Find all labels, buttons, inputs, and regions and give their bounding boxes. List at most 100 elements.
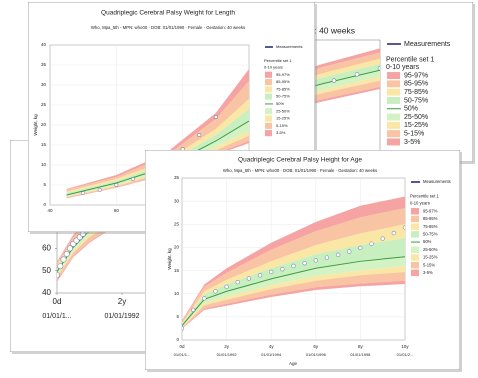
legend-label: 25-50% [423, 247, 438, 252]
x-tick-date: 01/01/1... [42, 313, 71, 320]
measurement-point [331, 78, 337, 83]
percentile-band [182, 196, 405, 322]
legend-subtitle: 0-10 years [410, 201, 430, 206]
legend-label: 95-97% [423, 208, 438, 213]
legend-swatch [411, 231, 419, 238]
legend-swatch [411, 223, 419, 230]
legend-title: Percentile set 1 [386, 57, 434, 64]
measurement-point [269, 269, 274, 275]
measurement-point [213, 115, 218, 119]
legend-swatch [411, 246, 419, 253]
y-tick-label: 50 [42, 266, 51, 275]
legend-label: 85-95% [276, 79, 290, 84]
measurement-point [280, 267, 285, 272]
legend-label: 25-50% [276, 108, 290, 113]
y-tick-label: 5 [43, 182, 46, 187]
percentile-band [150, 80, 380, 161]
y-tick-label: 25 [41, 102, 47, 107]
legend-swatch [265, 86, 272, 93]
legend-label: 75-85% [404, 89, 428, 96]
legend-swatch [265, 115, 272, 122]
percentile-band [150, 70, 380, 158]
x-tick-label: 6y [313, 344, 319, 349]
legend-label: Measurements [404, 41, 451, 48]
measurement-point [202, 296, 207, 301]
measurement-point [224, 284, 229, 289]
measurement-point [358, 245, 363, 251]
y-tick-label: 10 [41, 162, 47, 167]
percentile-band [182, 265, 405, 328]
legend-title: Percentile set 1 [264, 58, 292, 63]
legend-label: 75-85% [423, 224, 438, 229]
measurement-point [97, 187, 102, 192]
legend-label: 5-15% [276, 123, 288, 128]
legend-label: 85-95% [404, 81, 428, 88]
x-tick-date: 01/01/1996 [306, 352, 327, 357]
legend-label: 50% [423, 239, 432, 244]
x-tick-label: 0d [53, 297, 62, 306]
chart-subtitle: Who, Mpa_5th - MPN: who00 · DOB: 01/01/1… [91, 25, 245, 30]
measurement-point [391, 230, 397, 236]
y-tick-label: 35 [41, 62, 47, 67]
y-tick-label: 20 [41, 122, 47, 127]
measurement-point [190, 307, 196, 313]
x-tick-label: 2y [118, 297, 126, 306]
measurement-point [197, 133, 202, 137]
percentile-band [182, 271, 405, 329]
legend-swatch [265, 130, 272, 137]
legend-swatch [411, 254, 419, 261]
measurement-point [130, 177, 135, 181]
legend-label: 15-25% [423, 255, 438, 260]
x-tick-date: 01/01/2... [397, 352, 414, 357]
legend-swatch [265, 122, 272, 129]
legend-label: 50% [276, 101, 284, 106]
legend-label: 15-25% [404, 122, 428, 129]
legend-title: Percentile set 1 [410, 194, 440, 199]
y-tick-label: 25 [174, 221, 180, 226]
x-tick-label: 8y [358, 344, 364, 349]
x-tick-label: 10y [401, 344, 409, 349]
legend-label: 5-15% [423, 262, 435, 267]
legend-label: 85-95% [423, 216, 438, 221]
y-tick-label: 5 [176, 314, 179, 319]
legend-swatch [411, 215, 419, 223]
y-tick-label: 20 [174, 245, 180, 250]
measurement-point [369, 241, 374, 246]
y-tick-label: 0 [176, 337, 179, 342]
chart-subtitle: Who, Mpa_5th - MPN: who00 · DOB: 01/01/1… [223, 168, 377, 173]
percentile-band [182, 238, 405, 326]
percentile-band [150, 52, 380, 153]
legend-swatch [387, 80, 400, 88]
y-tick-label: 40 [42, 288, 51, 297]
legend-label: 3-5% [423, 270, 433, 275]
y-tick-label: 10 [174, 291, 180, 296]
legend-label: 3-5% [404, 139, 420, 146]
y-tick-label: 35 [174, 175, 180, 180]
measurement-point [324, 255, 330, 260]
measurement-point [57, 263, 64, 270]
legend-swatch [411, 269, 419, 277]
legend-swatch [387, 130, 400, 138]
x-tick-date: 01/01/1992 [104, 313, 139, 320]
legend-label: Measurements [423, 179, 451, 184]
legend-label: 50% [404, 106, 418, 113]
legend-label: 50-75% [404, 97, 428, 104]
measurement-point [81, 191, 86, 195]
legend-label: 15-25% [276, 116, 290, 121]
legend-label: 50-75% [276, 94, 290, 99]
percentile-band [150, 58, 380, 154]
legend-swatch [265, 108, 272, 115]
x-tick-label: 0d [179, 344, 185, 349]
chart-title: Quadriplegic Cerebral Palsy Height for A… [238, 157, 362, 164]
legend-swatch [387, 72, 400, 80]
measurement-point [354, 72, 360, 77]
legend-swatch [387, 88, 400, 96]
x-tick-label: 60 [114, 208, 120, 213]
y-tick-label: 30 [174, 198, 180, 203]
measurement-point [257, 273, 263, 278]
measurement-point [213, 289, 218, 294]
percentile-band [182, 208, 405, 324]
chart-window: Quadriplegic Cerebral Palsy Height for A… [145, 150, 460, 370]
legend-label: 3-5% [276, 130, 286, 135]
x-tick-label: 4y [269, 344, 275, 349]
